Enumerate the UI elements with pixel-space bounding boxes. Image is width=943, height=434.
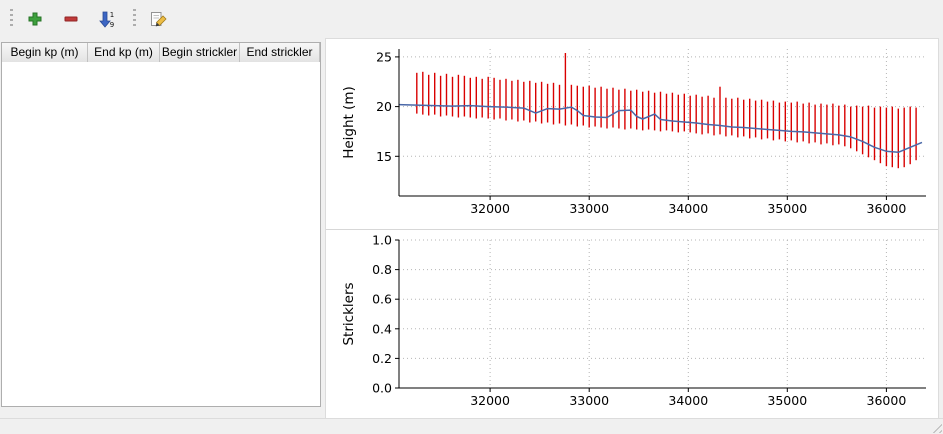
stricklers-chart: 32000 33000 34000 35000 36000 0.0 0.2 0.4 0.6 0.8… xyxy=(326,230,938,421)
svg-text:20: 20 xyxy=(376,99,392,114)
charts-panel: 32000 33000 34000 35000 36000 15 20 25 Height (m… xyxy=(325,38,939,422)
svg-text:0.4: 0.4 xyxy=(372,321,392,336)
column-header-end-kp[interactable]: End kp (m) xyxy=(88,43,160,62)
edit-pencil-icon xyxy=(149,10,167,28)
svg-text:35000: 35000 xyxy=(767,201,807,216)
svg-text:33000: 33000 xyxy=(569,201,609,216)
column-header-begin-kp[interactable]: Begin kp (m) xyxy=(2,43,88,62)
svg-text:36000: 36000 xyxy=(867,393,907,408)
edit-button[interactable] xyxy=(142,4,174,34)
column-header-end-strickler[interactable]: End strickler xyxy=(240,43,320,62)
svg-text:9: 9 xyxy=(110,21,114,28)
sort-1-9-icon: 1 9 xyxy=(98,10,116,28)
svg-text:36000: 36000 xyxy=(867,201,907,216)
minus-icon xyxy=(63,11,79,27)
sort-button[interactable]: 1 9 xyxy=(91,4,123,34)
svg-text:1: 1 xyxy=(110,11,114,19)
svg-text:0.0: 0.0 xyxy=(372,381,392,396)
strickler-table: Begin kp (m) End kp (m) Begin strickler … xyxy=(1,42,321,407)
table-body-empty[interactable] xyxy=(2,62,320,406)
status-bar xyxy=(0,418,943,434)
column-header-begin-strickler[interactable]: Begin strickler xyxy=(160,43,240,62)
toolbar: 1 9 xyxy=(0,0,943,38)
plus-icon xyxy=(27,11,43,27)
svg-text:Stricklers: Stricklers xyxy=(341,282,357,345)
svg-text:Height (m): Height (m) xyxy=(341,86,357,159)
toolbar-drag-handle-2[interactable] xyxy=(133,9,136,29)
svg-text:33000: 33000 xyxy=(569,393,609,408)
svg-text:34000: 34000 xyxy=(668,393,708,408)
svg-text:0.8: 0.8 xyxy=(372,262,392,277)
svg-text:0.2: 0.2 xyxy=(372,351,392,366)
remove-row-button[interactable] xyxy=(55,4,87,34)
svg-text:25: 25 xyxy=(376,49,392,64)
svg-text:0.6: 0.6 xyxy=(372,292,392,307)
svg-text:32000: 32000 xyxy=(470,393,510,408)
resize-grip-icon[interactable] xyxy=(929,420,942,433)
height-profile-chart: 32000 33000 34000 35000 36000 15 20 25 Height (m… xyxy=(326,39,938,230)
svg-text:32000: 32000 xyxy=(470,201,510,216)
svg-text:1.0: 1.0 xyxy=(372,233,392,248)
svg-text:35000: 35000 xyxy=(767,393,807,408)
add-row-button[interactable] xyxy=(19,4,51,34)
table-header-row: Begin kp (m) End kp (m) Begin strickler … xyxy=(2,43,320,63)
svg-text:15: 15 xyxy=(376,149,392,164)
svg-text:34000: 34000 xyxy=(668,201,708,216)
toolbar-drag-handle[interactable] xyxy=(10,9,13,29)
